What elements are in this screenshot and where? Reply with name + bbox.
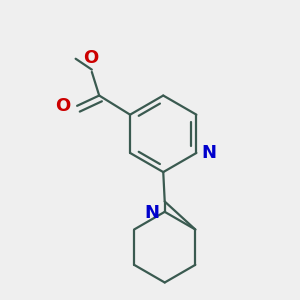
Text: N: N (144, 204, 159, 222)
Text: N: N (202, 144, 217, 162)
Text: O: O (83, 49, 98, 67)
Text: O: O (56, 97, 70, 115)
